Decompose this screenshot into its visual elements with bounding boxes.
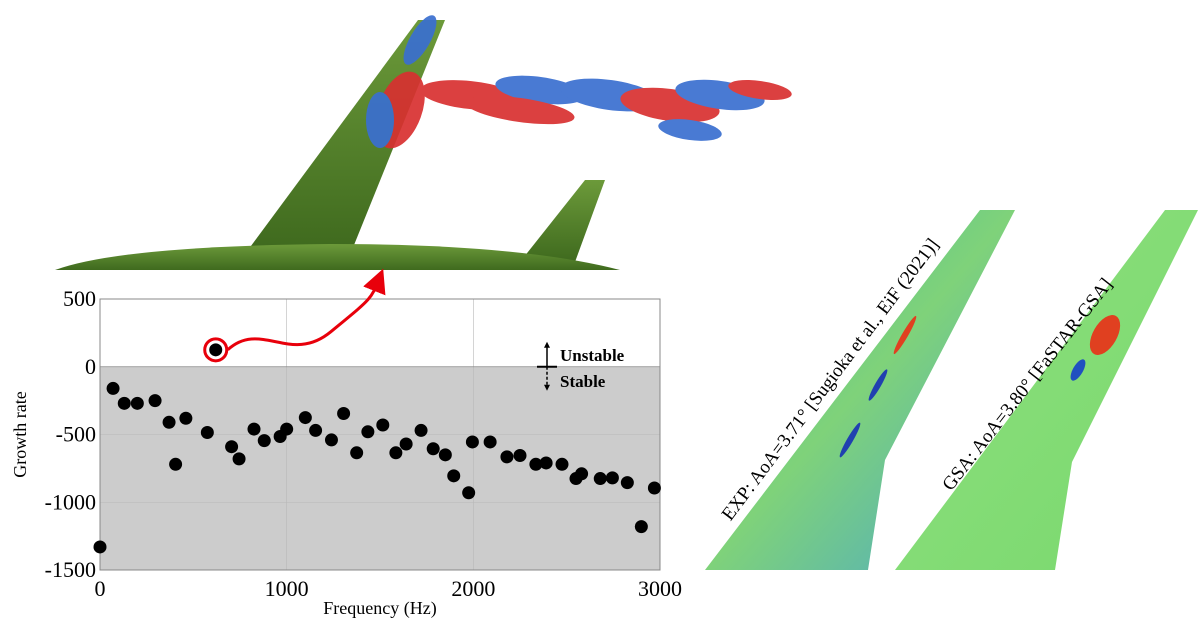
data-point: [280, 423, 293, 436]
data-point: [163, 416, 176, 429]
data-point: [225, 440, 238, 453]
stable-label: Stable: [560, 372, 606, 391]
data-point: [94, 540, 107, 553]
data-point: [415, 424, 428, 437]
data-point: [635, 520, 648, 533]
data-point: [447, 469, 460, 482]
y-tick-label: -500: [56, 422, 96, 447]
data-point: [648, 482, 661, 495]
chart: 0 1000 2000 3000 500 0 -500 -1000 -1500 Frequency…: [10, 280, 682, 619]
y-tick-label: -1500: [45, 557, 96, 582]
data-point: [540, 456, 553, 469]
data-point: [233, 452, 246, 465]
data-point: [248, 423, 261, 436]
data-point: [514, 449, 527, 462]
figure: EXP: AoA=3.71° [Sugioka et al., EiF (202…: [0, 0, 1198, 625]
data-point: [118, 397, 131, 410]
data-point: [606, 471, 619, 484]
data-point: [107, 382, 120, 395]
x-tick-label: 2000: [451, 576, 495, 601]
page: {"chart_data": {"type": "scatter", "x_la…: [0, 0, 1198, 625]
data-point: [337, 407, 350, 420]
data-point: [594, 472, 607, 485]
x-tick-label: 3000: [638, 576, 682, 601]
stable-region: [100, 367, 660, 570]
data-point: [484, 435, 497, 448]
data-point: [621, 476, 634, 489]
data-point: [439, 448, 452, 461]
data-point: [400, 437, 413, 450]
data-point: [575, 467, 588, 480]
data-point: [131, 397, 144, 410]
data-point: [466, 435, 479, 448]
data-point: [500, 450, 513, 463]
data-point: [325, 433, 338, 446]
data-point: [462, 486, 475, 499]
data-point: [209, 343, 222, 356]
data-point: [201, 426, 214, 439]
aircraft-render: [55, 11, 793, 270]
data-point: [427, 442, 440, 455]
data-point: [299, 411, 312, 424]
data-point: [376, 419, 389, 432]
y-axis-label: Growth rate: [10, 391, 30, 477]
x-tick-label: 1000: [265, 576, 309, 601]
data-point: [149, 394, 162, 407]
y-tick-label: 0: [85, 354, 96, 379]
y-tick-label: 500: [63, 286, 96, 311]
x-axis-label: Frequency (Hz): [323, 598, 436, 619]
data-point: [169, 458, 182, 471]
data-point: [309, 424, 322, 437]
x-tick-label: 0: [95, 576, 106, 601]
unstable-label: Unstable: [560, 346, 625, 365]
data-point: [350, 446, 363, 459]
data-point: [179, 412, 192, 425]
data-point: [556, 458, 569, 471]
data-point: [361, 425, 374, 438]
data-point: [258, 434, 271, 447]
y-tick-label: -1000: [45, 489, 96, 514]
data-point: [389, 446, 402, 459]
